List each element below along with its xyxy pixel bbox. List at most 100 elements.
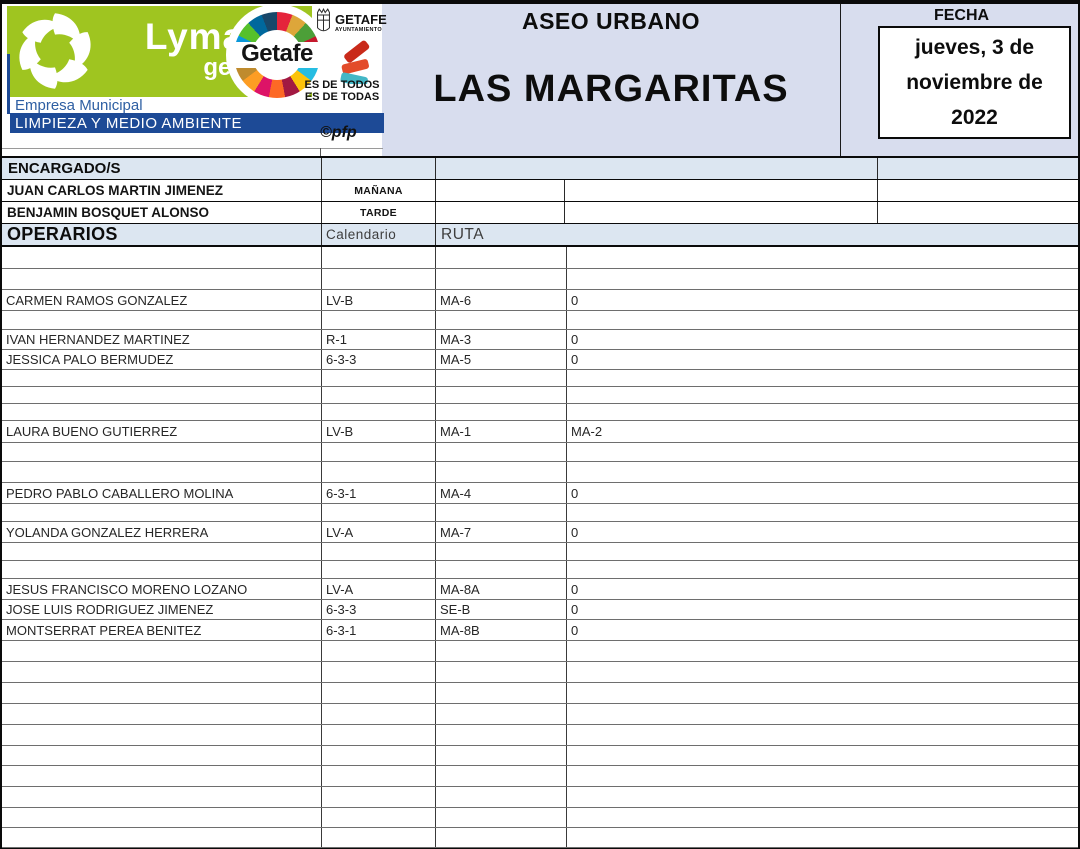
operario-name-cell[interactable] bbox=[2, 725, 322, 745]
extra-cell[interactable]: 0 bbox=[571, 622, 579, 638]
extra-cell[interactable] bbox=[567, 247, 1078, 268]
extra-cell[interactable] bbox=[567, 387, 1078, 403]
calendario-cell[interactable] bbox=[322, 828, 436, 847]
calendario-cell[interactable] bbox=[322, 808, 436, 827]
ruta-cell[interactable] bbox=[436, 766, 567, 786]
operario-name-cell[interactable] bbox=[2, 704, 322, 724]
extra-cell[interactable]: 0 bbox=[571, 332, 579, 347]
extra-cell[interactable] bbox=[567, 504, 1078, 521]
turno-cell[interactable]: TARDE bbox=[322, 202, 436, 223]
operario-name-cell[interactable] bbox=[2, 269, 322, 289]
calendario-cell[interactable] bbox=[322, 725, 436, 745]
calendario-cell[interactable] bbox=[322, 543, 436, 560]
ruta-cell[interactable] bbox=[436, 443, 567, 461]
extra-cell[interactable] bbox=[567, 462, 1078, 482]
extra-cell[interactable]: 0 bbox=[571, 524, 579, 540]
extra-cell[interactable] bbox=[567, 725, 1078, 745]
ruta-cell[interactable]: SE-B bbox=[436, 600, 567, 619]
operarios-section-label[interactable]: OPERARIOS bbox=[2, 224, 322, 245]
operario-name-cell[interactable] bbox=[2, 443, 322, 461]
calendario-cell[interactable]: 6-3-3 bbox=[322, 350, 436, 369]
calendario-cell[interactable] bbox=[322, 387, 436, 403]
extra-cell[interactable] bbox=[567, 311, 1078, 329]
operario-name-cell[interactable] bbox=[2, 311, 322, 329]
extra-cell[interactable] bbox=[567, 704, 1078, 724]
ruta-column-header[interactable]: RUTA bbox=[441, 225, 485, 243]
ruta-cell[interactable] bbox=[436, 641, 567, 661]
ruta-cell[interactable] bbox=[436, 561, 567, 578]
operario-name-cell[interactable] bbox=[2, 404, 322, 420]
ruta-cell[interactable] bbox=[436, 746, 567, 765]
extra-cell[interactable] bbox=[567, 561, 1078, 578]
calendario-cell[interactable]: R-1 bbox=[322, 330, 436, 349]
ruta-cell[interactable]: MA-5 bbox=[436, 350, 567, 369]
ruta-cell[interactable] bbox=[436, 683, 567, 703]
empty-cell[interactable] bbox=[565, 180, 878, 201]
calendario-cell[interactable] bbox=[322, 462, 436, 482]
operario-name-cell[interactable] bbox=[2, 662, 322, 682]
empty-cell[interactable] bbox=[436, 202, 565, 223]
calendario-cell[interactable] bbox=[322, 787, 436, 807]
calendario-cell[interactable] bbox=[322, 443, 436, 461]
calendario-cell[interactable] bbox=[322, 504, 436, 521]
encargados-section-label[interactable]: ENCARGADO/S bbox=[2, 158, 322, 179]
operario-name-cell[interactable] bbox=[2, 766, 322, 786]
operario-name-cell[interactable] bbox=[2, 641, 322, 661]
encargado-name-cell[interactable]: BENJAMIN BOSQUET ALONSO bbox=[2, 202, 322, 223]
operario-name-cell[interactable] bbox=[2, 828, 322, 847]
empty-cell[interactable] bbox=[436, 158, 878, 179]
operario-name-cell[interactable]: YOLANDA GONZALEZ HERRERA bbox=[2, 522, 322, 542]
ruta-cell[interactable] bbox=[436, 828, 567, 847]
extra-cell[interactable] bbox=[567, 808, 1078, 827]
extra-cell[interactable]: 0 bbox=[571, 352, 579, 367]
ruta-cell[interactable]: MA-4 bbox=[436, 483, 567, 503]
operario-name-cell[interactable] bbox=[2, 504, 322, 521]
ruta-cell[interactable] bbox=[436, 370, 567, 386]
operario-name-cell[interactable]: JESSICA PALO BERMUDEZ bbox=[2, 350, 322, 369]
operario-name-cell[interactable] bbox=[2, 247, 322, 268]
ruta-cell[interactable]: MA-6 bbox=[436, 290, 567, 310]
empty-cell[interactable] bbox=[878, 202, 1078, 223]
extra-cell[interactable]: 0 bbox=[571, 485, 579, 501]
ruta-cell[interactable]: MA-8B bbox=[436, 620, 567, 640]
ruta-cell[interactable]: MA-7 bbox=[436, 522, 567, 542]
operario-name-cell[interactable] bbox=[2, 561, 322, 578]
ruta-cell[interactable] bbox=[436, 311, 567, 329]
calendario-cell[interactable] bbox=[322, 704, 436, 724]
extra-cell[interactable] bbox=[567, 766, 1078, 786]
date-cell[interactable]: jueves, 3 de noviembre de 2022 bbox=[878, 26, 1071, 139]
calendario-cell[interactable] bbox=[322, 404, 436, 420]
ruta-cell[interactable] bbox=[436, 404, 567, 420]
extra-cell[interactable] bbox=[567, 787, 1078, 807]
operario-name-cell[interactable]: IVAN HERNANDEZ MARTINEZ bbox=[2, 330, 322, 349]
ruta-cell[interactable] bbox=[436, 247, 567, 268]
extra-cell[interactable] bbox=[567, 683, 1078, 703]
empty-cell[interactable] bbox=[436, 180, 565, 201]
operario-name-cell[interactable]: JOSE LUIS RODRIGUEZ JIMENEZ bbox=[2, 600, 322, 619]
operario-name-cell[interactable]: JESUS FRANCISCO MORENO LOZANO bbox=[2, 579, 322, 599]
operario-name-cell[interactable] bbox=[2, 462, 322, 482]
ruta-cell[interactable] bbox=[436, 704, 567, 724]
extra-cell[interactable] bbox=[567, 543, 1078, 560]
calendario-cell[interactable] bbox=[322, 311, 436, 329]
ruta-cell[interactable] bbox=[436, 269, 567, 289]
encargado-name-cell[interactable]: JUAN CARLOS MARTIN JIMENEZ bbox=[2, 180, 322, 201]
operario-name-cell[interactable]: CARMEN RAMOS GONZALEZ bbox=[2, 290, 322, 310]
ruta-cell[interactable] bbox=[436, 662, 567, 682]
ruta-cell[interactable] bbox=[436, 543, 567, 560]
extra-cell[interactable] bbox=[567, 404, 1078, 420]
empty-cell[interactable] bbox=[878, 180, 1078, 201]
ruta-cell[interactable] bbox=[436, 504, 567, 521]
calendario-cell[interactable] bbox=[322, 269, 436, 289]
extra-cell[interactable]: 0 bbox=[571, 292, 579, 308]
operario-name-cell[interactable] bbox=[2, 370, 322, 386]
ruta-cell[interactable]: MA-1 bbox=[436, 421, 567, 442]
calendario-cell[interactable]: LV-B bbox=[322, 421, 436, 442]
operario-name-cell[interactable] bbox=[2, 787, 322, 807]
calendario-cell[interactable] bbox=[322, 370, 436, 386]
extra-cell[interactable] bbox=[567, 269, 1078, 289]
extra-cell[interactable] bbox=[567, 443, 1078, 461]
operario-name-cell[interactable] bbox=[2, 543, 322, 560]
extra-cell[interactable]: 0 bbox=[571, 581, 579, 597]
calendario-cell[interactable] bbox=[322, 561, 436, 578]
